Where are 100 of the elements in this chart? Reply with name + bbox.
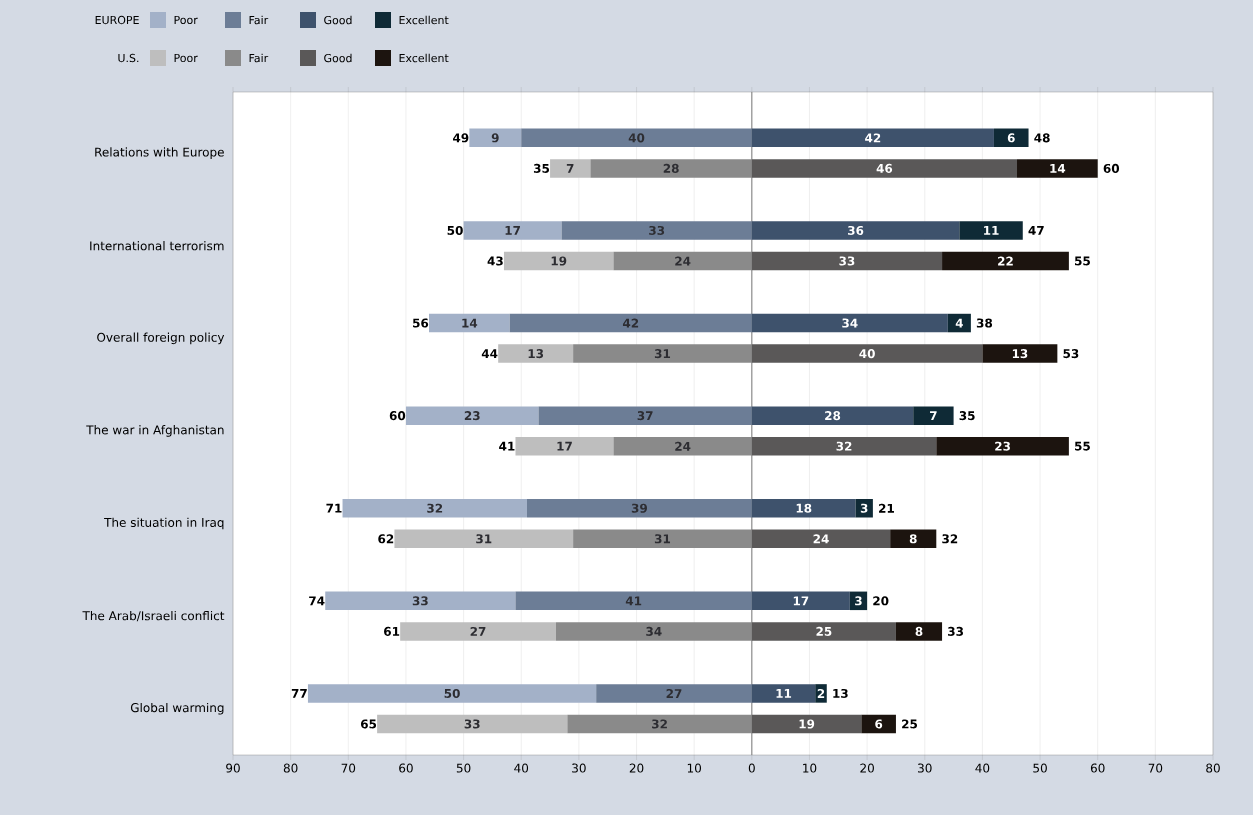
bar — [429, 313, 510, 333]
bar — [751, 529, 891, 549]
data-label: 23 — [995, 441, 1010, 451]
bar — [751, 251, 943, 271]
annotation: 50 — [447, 225, 463, 235]
data-label: 19 — [799, 719, 815, 729]
x-tick-label: 70 — [1148, 763, 1163, 773]
bar — [751, 406, 914, 425]
data-label: 34 — [842, 318, 858, 328]
legend-label: Poor — [174, 53, 198, 63]
legend-label: Good — [324, 15, 352, 25]
bar — [394, 529, 574, 549]
y-tick-label: International terrorism — [90, 241, 224, 251]
data-label: 32 — [427, 503, 443, 513]
data-label: 36 — [848, 225, 864, 235]
bar — [993, 128, 1029, 148]
bar — [895, 622, 943, 641]
annotation: 77 — [291, 689, 307, 698]
data-label: 4 — [955, 318, 963, 328]
data-label: 24 — [675, 256, 691, 266]
text: U.S. — [118, 53, 139, 63]
text: EUROPE — [95, 15, 139, 25]
bar — [751, 622, 896, 641]
data-label: 22 — [998, 256, 1013, 266]
y-tick-label: Relations with Europe — [95, 147, 224, 159]
x-tick-label: 90 — [226, 763, 240, 773]
bar — [527, 498, 752, 518]
annotation: 33 — [948, 626, 964, 636]
data-label: 13 — [528, 349, 544, 359]
annotation: 53 — [1063, 349, 1079, 359]
data-label: 7 — [930, 411, 937, 421]
x-tick-label: 20 — [860, 763, 874, 773]
bar — [596, 684, 752, 703]
bar — [550, 159, 591, 178]
data-label: 33 — [464, 719, 480, 729]
legend-label: Good — [324, 53, 352, 63]
y-tick-label: The situation in Iraq — [104, 517, 224, 530]
bar — [405, 406, 539, 425]
x-tick-label: 40 — [975, 763, 990, 773]
data-label: 31 — [476, 534, 492, 544]
annotation: 56 — [413, 318, 429, 328]
bar — [751, 591, 850, 611]
annotation: 41 — [499, 441, 515, 451]
bar — [469, 128, 522, 148]
data-label: 40 — [628, 133, 645, 143]
data-label: 33 — [839, 256, 855, 266]
annotation: 61 — [384, 626, 400, 636]
bar — [307, 684, 597, 703]
bar — [515, 591, 752, 611]
data-label: 27 — [470, 626, 486, 636]
bar — [503, 251, 614, 271]
data-label: 28 — [825, 411, 841, 421]
bar — [936, 436, 1069, 456]
x-tick-label: 70 — [341, 763, 356, 773]
bar — [509, 313, 752, 333]
annotation: 62 — [378, 534, 394, 544]
legend-label: Fair — [249, 53, 269, 63]
data-label: 24 — [813, 534, 829, 544]
annotation: 55 — [1075, 441, 1090, 451]
data-label: 31 — [654, 534, 671, 544]
legend-label: Poor — [174, 15, 198, 25]
x-tick-label: 60 — [1090, 763, 1105, 773]
bar — [573, 344, 752, 363]
annotation: 35 — [533, 163, 550, 173]
bar — [567, 714, 752, 734]
bar — [342, 498, 527, 518]
annotation: 60 — [1103, 163, 1120, 173]
bar — [751, 128, 994, 148]
data-label: 40 — [859, 349, 875, 359]
bar — [751, 684, 816, 703]
x-tick-label: 30 — [572, 763, 586, 773]
data-label: 11 — [984, 226, 999, 235]
x-tick-label: 50 — [1033, 763, 1047, 773]
data-label: 9 — [491, 133, 499, 143]
data-label: 8 — [915, 626, 923, 636]
bar — [573, 529, 752, 549]
x-tick-label: 60 — [399, 763, 413, 773]
bar — [613, 251, 752, 271]
data-label: 39 — [631, 503, 647, 513]
bar — [751, 498, 856, 518]
bar — [913, 406, 954, 425]
x-tick-label: 30 — [918, 763, 932, 773]
x-tick-label: 10 — [687, 763, 702, 773]
x-tick-label: 40 — [514, 763, 529, 773]
bar — [590, 159, 752, 178]
bar — [377, 714, 568, 734]
bar — [982, 344, 1058, 363]
data-label: 32 — [652, 719, 667, 729]
bar — [815, 684, 827, 703]
x-tick-label: 10 — [803, 763, 817, 773]
y-tick-label: Overall foreign policy — [97, 332, 225, 345]
data-label: 50 — [444, 688, 460, 698]
x-tick-label: 50 — [456, 763, 471, 773]
legend-label: Excellent — [399, 53, 449, 63]
bar — [751, 436, 937, 456]
x-tick-label: 0 — [748, 763, 755, 773]
data-label: 34 — [646, 626, 662, 636]
annotation: 49 — [453, 133, 469, 143]
annotation: 47 — [1028, 226, 1044, 235]
data-label: 6 — [875, 719, 883, 729]
